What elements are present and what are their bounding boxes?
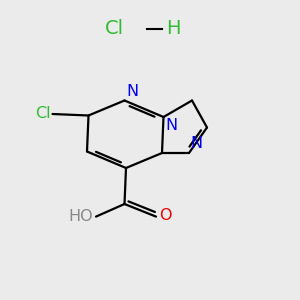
Text: H: H [167,19,181,38]
Text: Cl: Cl [35,106,51,122]
Text: N: N [190,136,202,152]
Text: Cl: Cl [105,19,124,38]
Text: N: N [126,84,138,99]
Text: HO: HO [68,209,93,224]
Text: O: O [159,208,172,223]
Text: N: N [165,118,177,134]
